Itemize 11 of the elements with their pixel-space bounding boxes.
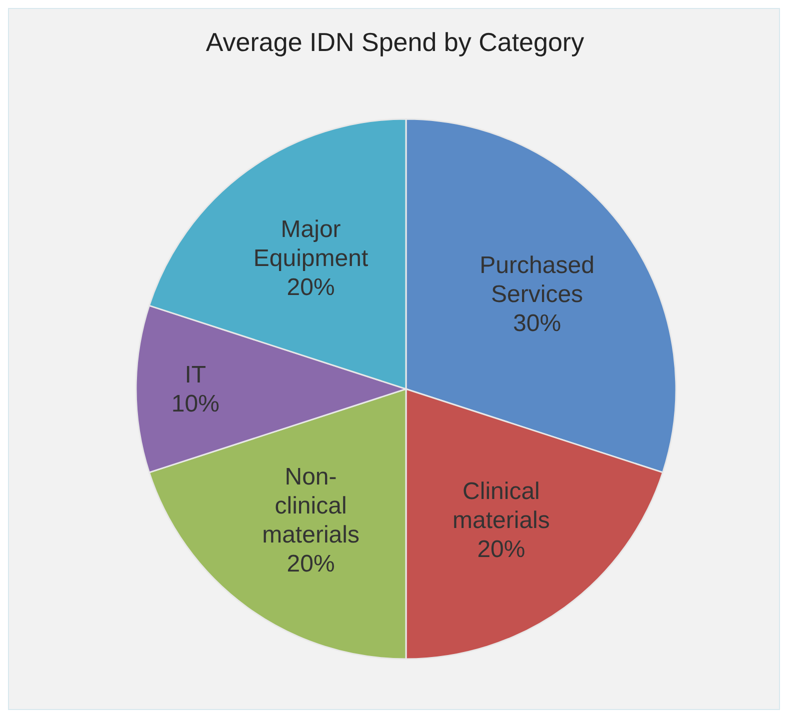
data-label: 30%: [513, 309, 562, 336]
slice-label: IT: [184, 361, 206, 388]
slice-label: Clinical materials: [452, 478, 550, 534]
chart-title: Average IDN Spend by Category: [204, 27, 586, 58]
slice-label: Purchased Services: [480, 251, 594, 308]
slice-label: Non-clinical materials: [262, 463, 360, 548]
slice-label: Major Equipment: [253, 215, 368, 272]
data-label: 20%: [286, 550, 335, 578]
data-label: 10%: [171, 390, 220, 417]
data-label: 20%: [286, 273, 335, 300]
data-label: 20%: [477, 536, 526, 563]
